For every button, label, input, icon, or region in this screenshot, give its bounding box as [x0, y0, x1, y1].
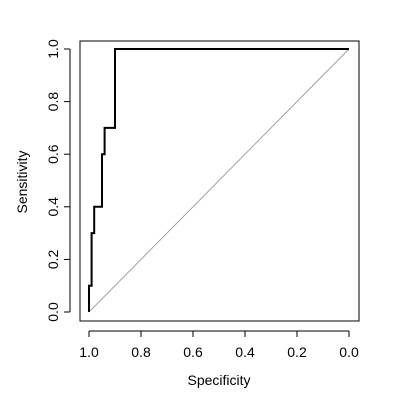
x-tick-label: 0.4	[235, 344, 255, 360]
y-axis: 0.0 0.2 0.4 0.6 0.8 1.0	[45, 39, 71, 322]
y-tick-label: 0.2	[45, 249, 61, 269]
y-tick-label: 0.6	[45, 144, 61, 164]
x-axis: 1.0 0.8 0.6 0.4 0.2 0.0	[79, 330, 359, 360]
roc-curve-line-0	[88, 48, 349, 312]
x-axis-label: Specificity	[187, 372, 250, 388]
y-tick-label: 0.4	[45, 197, 61, 217]
x-tick-label: 1.0	[79, 344, 99, 360]
y-tick-label: 0.0	[45, 302, 61, 322]
x-tick-label: 0.2	[287, 344, 307, 360]
plot-area	[79, 40, 360, 322]
y-axis-label: Sensitivity	[14, 150, 30, 213]
y-tick-label: 1.0	[45, 39, 61, 59]
reference-diagonal-line	[88, 48, 350, 313]
x-tick-label: 0.6	[183, 344, 203, 360]
y-tick-label: 0.8	[45, 92, 61, 112]
x-tick-label: 0.0	[339, 344, 359, 360]
plot-frame	[79, 40, 360, 322]
x-tick-label: 0.8	[131, 344, 151, 360]
